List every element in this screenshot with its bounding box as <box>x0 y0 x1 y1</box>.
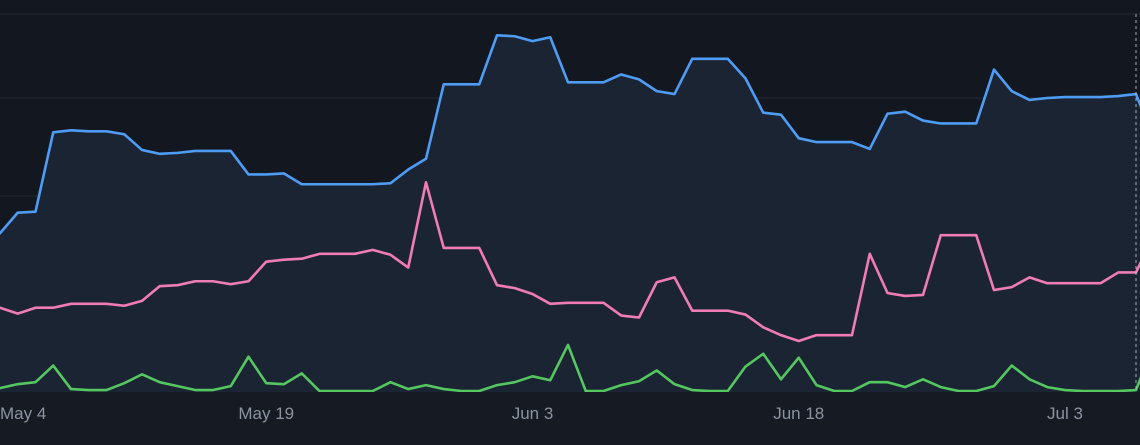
x-tick-label: May 4 <box>0 404 46 423</box>
series-line <box>0 33 1140 235</box>
series-area-fill <box>0 35 1140 392</box>
x-axis-tick-labels: May 4 May 19 Jun 3 Jun 18 Jul 3 <box>0 404 1083 423</box>
x-tick-label: Jun 18 <box>773 404 824 423</box>
x-tick-label: May 19 <box>238 404 294 423</box>
series-line <box>0 180 1140 343</box>
area-fill-layer <box>0 35 1140 392</box>
x-axis-band <box>0 392 1140 445</box>
x-tick-label: Jul 3 <box>1047 404 1083 423</box>
x-tick-label: Jun 3 <box>512 404 554 423</box>
series-line <box>0 343 1140 393</box>
series-lines <box>0 33 1140 393</box>
